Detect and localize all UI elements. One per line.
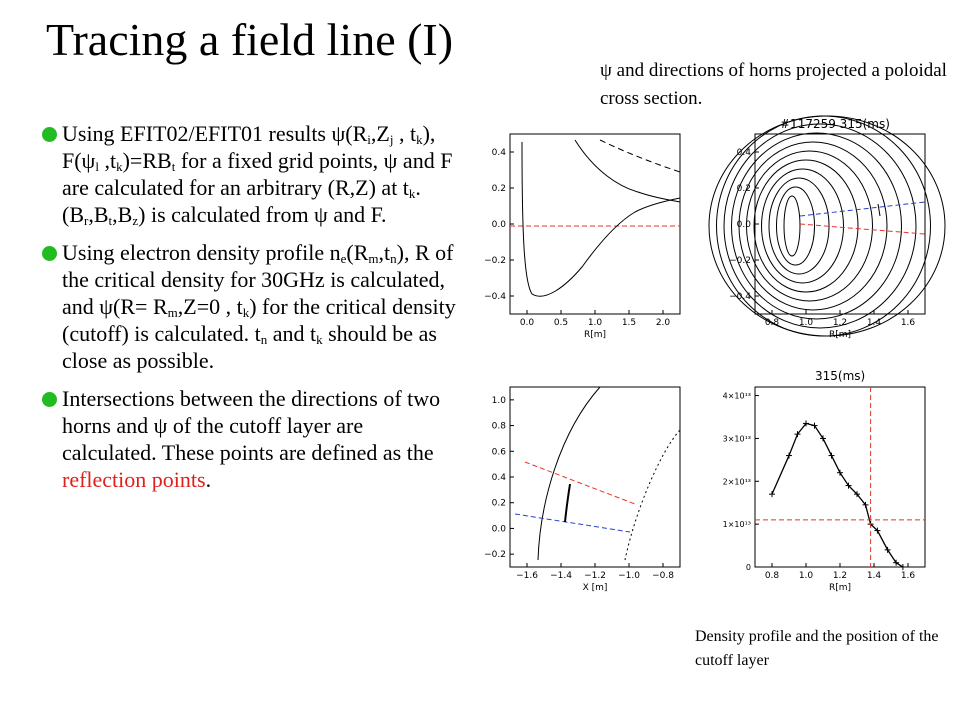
- x-tick-label: 1.4: [867, 571, 882, 581]
- bullet-dot-icon: [42, 392, 57, 407]
- x-tick-label: 1.2: [833, 318, 847, 328]
- y-tick-label: 0.0: [492, 220, 507, 230]
- x-tick-label: −1.0: [618, 571, 640, 581]
- horn-direction-line: [524, 461, 636, 505]
- y-tick-label: 1.0: [492, 396, 507, 406]
- y-tick-label: 4×10¹³: [723, 392, 751, 401]
- bullet-efit: Using EFIT02/EFIT01 results ψ(Ri,Zj , tk…: [42, 120, 462, 228]
- y-tick-label: 0: [746, 563, 751, 572]
- flux-surface: [723, 123, 917, 329]
- y-tick-label: −0.2: [729, 256, 751, 266]
- page-title: Tracing a field line (I): [46, 14, 454, 65]
- horn-direction-line: [799, 201, 926, 217]
- y-tick-label: −0.2: [484, 256, 506, 266]
- y-tick-label: −0.2: [484, 550, 506, 560]
- x-tick-label: 0.5: [554, 318, 568, 328]
- flux-surface: [746, 150, 873, 302]
- y-tick-label: 0.2: [492, 499, 506, 509]
- x-tick-label: −1.6: [516, 571, 538, 581]
- psi-contour: [521, 141, 681, 297]
- y-tick-label: −0.4: [484, 292, 506, 302]
- bottom-caption: Density profile and the position of the …: [695, 628, 939, 669]
- wall-contour: [624, 429, 681, 561]
- psi-contour: [574, 139, 681, 203]
- x-axis-label: R[m]: [829, 583, 851, 593]
- x-tick-label: 1.0: [799, 318, 814, 328]
- panel-density-profile: 315(ms) 0.8 1.0 1.2 1.4 1.6 4×10¹³ 3×10¹³ 2×10¹…: [723, 369, 926, 593]
- x-tick-label: 1.6: [901, 571, 916, 581]
- flux-surface: [761, 168, 844, 284]
- panel-psi-contours: 0.0 0.5 1.0 1.5 2.0 0.4 0.2 0.0 −0.2 −0.4 R[m]: [484, 133, 681, 340]
- highlight-term: reflection points: [62, 467, 206, 492]
- bullet-dot-icon: [42, 246, 57, 261]
- bullet-density: Using electron density profile ne(Rm,tn)…: [42, 239, 462, 374]
- cutoff-layer: [564, 483, 571, 523]
- y-tick-label: 0.6: [492, 447, 507, 457]
- x-tick-label: −0.8: [652, 571, 674, 581]
- limiter-line: [599, 139, 681, 173]
- figure-panels: 0.0 0.5 1.0 1.5 2.0 0.4 0.2 0.0 −0.2 −0.4 R[m] #11…: [484, 115, 946, 593]
- x-axis-label: R[m]: [584, 330, 606, 340]
- flux-surface: [768, 177, 830, 275]
- x-tick-label: 1.2: [833, 571, 847, 581]
- bullet-intersections: Intersections between the directions of …: [42, 385, 462, 493]
- cutoff-segment: [877, 203, 881, 217]
- flux-surface: [753, 159, 859, 293]
- y-tick-label: 0.4: [492, 473, 507, 483]
- x-axis-label: X [m]: [583, 583, 608, 593]
- bullet-text: Using electron density profile ne(Rm,tn)…: [62, 240, 456, 373]
- flux-surface: [708, 115, 946, 337]
- density-profile-line: [771, 422, 904, 568]
- panel-frame: [754, 133, 926, 315]
- flux-surface: [537, 386, 601, 561]
- x-tick-label: 1.5: [622, 318, 636, 328]
- y-tick-label: 2×10¹³: [723, 477, 751, 486]
- y-tick-label: −0.4: [729, 292, 751, 302]
- bullet-text: Intersections between the directions of …: [62, 386, 441, 492]
- y-tick-label: 0.8: [492, 422, 507, 432]
- flux-surface: [783, 195, 801, 257]
- x-tick-label: 0.0: [520, 318, 535, 328]
- y-tick-label: 1×10¹³: [723, 520, 751, 529]
- panel-horn-directions: −1.6 −1.4 −1.2 −1.0 −0.8 1.0 0.8 0.6 0.4 0.2 0.0 −0…: [484, 386, 681, 593]
- x-tick-label: 0.8: [765, 571, 780, 581]
- bullet-list: Using EFIT02/EFIT01 results ψ(Ri,Zj , tk…: [42, 120, 462, 504]
- horn-direction-line: [514, 513, 631, 533]
- x-tick-label: −1.2: [584, 571, 606, 581]
- y-tick-label: 0.4: [492, 148, 507, 158]
- flux-surface: [776, 186, 815, 266]
- top-caption: ψ and directions of horns projected a po…: [600, 60, 947, 109]
- panel-title: #117259 315(ms): [780, 117, 890, 131]
- flux-surface: [731, 132, 902, 320]
- y-tick-label: 0.2: [737, 184, 751, 194]
- bullet-dot-icon: [42, 127, 57, 142]
- panel-flux-surfaces: #117259 315(ms) 0.8 1.0 1.2 1.4 1.60.40.20.0…: [708, 115, 946, 340]
- x-tick-label: 1.6: [901, 318, 916, 328]
- y-tick-label: 0.2: [492, 184, 506, 194]
- bullet-text: Using EFIT02/EFIT01 results ψ(Ri,Zj , tk…: [62, 121, 453, 228]
- x-tick-label: 1.0: [588, 318, 603, 328]
- x-tick-label: −1.4: [550, 571, 572, 581]
- y-tick-label: 0.0: [737, 220, 752, 230]
- y-tick-label: 0.0: [492, 524, 507, 534]
- flux-surface: [738, 141, 888, 311]
- x-tick-label: 1.0: [799, 571, 814, 581]
- y-tick-label: 3×10¹³: [723, 434, 751, 443]
- horn-direction-line: [799, 223, 926, 235]
- panel-title: 315(ms): [815, 369, 865, 383]
- x-tick-label: 2.0: [656, 318, 671, 328]
